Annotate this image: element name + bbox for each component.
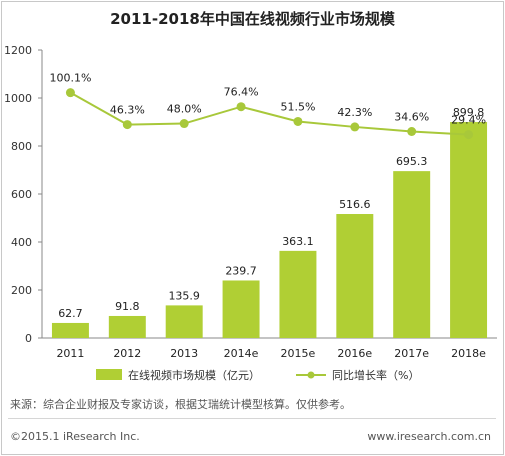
footer-divider — [8, 418, 496, 419]
growth-rate-label: 29.4% — [451, 114, 486, 127]
x-tick-label: 2015e — [281, 347, 316, 360]
x-tick-label: 2012 — [113, 347, 141, 360]
y-tick-label: 400 — [11, 236, 32, 249]
bar-value-label: 363.1 — [282, 235, 314, 248]
growth-rate-point-2016e — [350, 122, 360, 132]
bar-2012 — [108, 315, 146, 338]
bar-2017e — [393, 171, 431, 338]
bar-value-label: 62.7 — [58, 307, 83, 320]
y-tick-label: 1200 — [4, 44, 32, 57]
legend-line-marker — [307, 371, 315, 379]
bar-value-label: 516.6 — [339, 198, 371, 211]
growth-rate-point-2015e — [293, 116, 303, 126]
growth-rate-label: 42.3% — [337, 106, 372, 119]
source-note: 来源：综合企业财报及专家访谈，根据艾瑞统计模型核算。仅供参考。 — [10, 398, 351, 411]
bar-2018e — [450, 122, 488, 338]
y-tick-label: 800 — [11, 140, 32, 153]
website-text: www.iresearch.com.cn — [367, 430, 491, 443]
bar-value-label: 135.9 — [168, 289, 200, 302]
x-tick-label: 2016e — [337, 347, 372, 360]
x-tick-label: 2013 — [170, 347, 198, 360]
legend-bar-label: 在线视频市场规模（亿元） — [128, 368, 260, 382]
bar-2016e — [336, 214, 374, 338]
growth-rate-point-2014e — [236, 102, 246, 112]
legend-bar-swatch — [96, 369, 122, 380]
growth-rate-label: 51.5% — [280, 100, 315, 113]
copyright-text: ©2015.1 iResearch Inc. — [10, 430, 140, 443]
growth-rate-label: 76.4% — [224, 86, 259, 99]
y-tick-label: 0 — [25, 332, 32, 345]
bar-2013 — [165, 305, 203, 338]
growth-rate-label: 34.6% — [394, 110, 429, 123]
growth-rate-point-2011 — [65, 88, 75, 98]
bar-value-label: 239.7 — [225, 264, 257, 277]
growth-rate-point-2018e — [464, 130, 474, 140]
x-tick-label: 2018e — [451, 347, 486, 360]
bar-2015e — [279, 250, 317, 338]
growth-rate-label: 46.3% — [110, 104, 145, 117]
x-tick-label: 2011 — [56, 347, 84, 360]
y-tick-label: 200 — [11, 284, 32, 297]
growth-rate-point-2013 — [179, 119, 189, 129]
y-tick-label: 600 — [11, 188, 32, 201]
bar-value-label: 695.3 — [396, 155, 428, 168]
x-tick-label: 2014e — [224, 347, 259, 360]
bar-2014e — [222, 280, 260, 338]
x-tick-label: 2017e — [394, 347, 429, 360]
growth-rate-label: 100.1% — [49, 72, 91, 85]
bar-value-label: 899.8 — [453, 106, 485, 119]
growth-rate-label: 48.0% — [167, 103, 202, 116]
bar-value-label: 91.8 — [115, 300, 140, 313]
bar-2011 — [51, 322, 89, 338]
chart-canvas: 0 200 400 600 800 1000 1200 62.7 2011 91.8 2012 135… — [4, 44, 497, 382]
growth-rate-point-2017e — [407, 126, 417, 136]
legend-line-label: 同比增长率（%） — [332, 368, 419, 382]
chart-title: 2011-2018年中国在线视频行业市场规模 — [110, 10, 395, 28]
growth-rate-line — [69, 91, 469, 136]
y-tick-label: 1000 — [4, 92, 32, 105]
growth-rate-point-2012 — [122, 120, 132, 130]
